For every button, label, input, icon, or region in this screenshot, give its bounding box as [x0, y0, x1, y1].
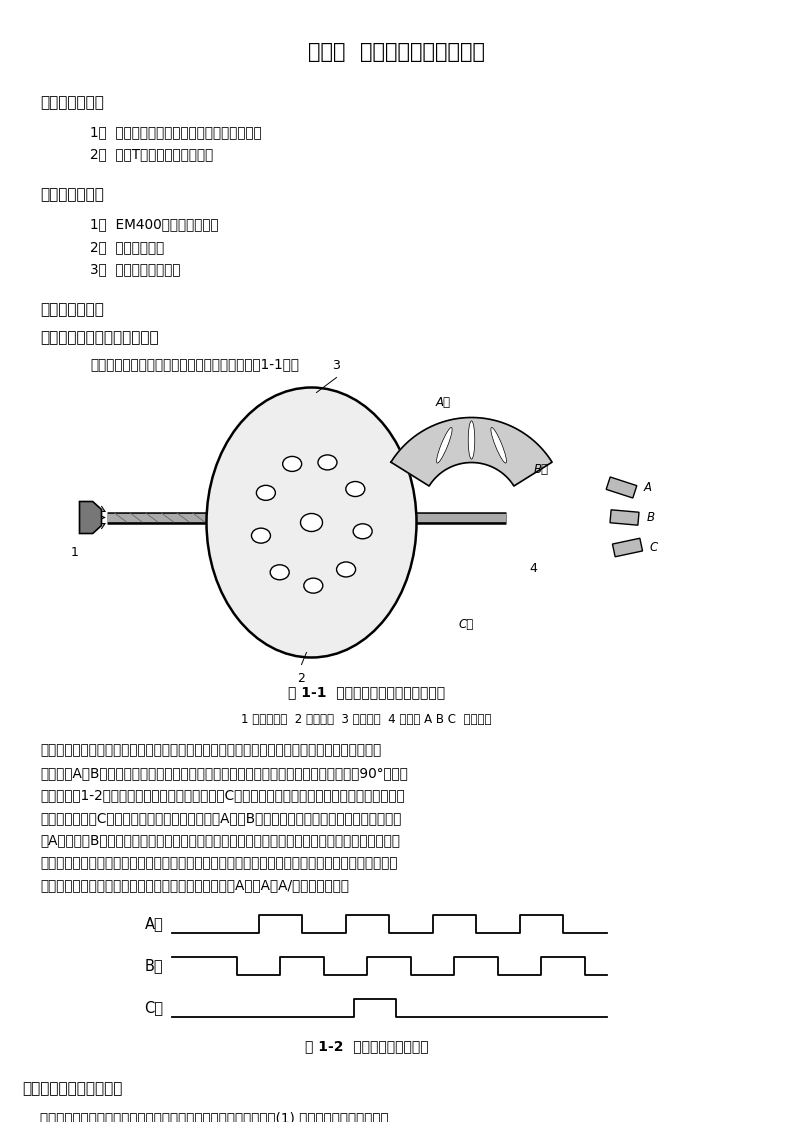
Ellipse shape	[304, 578, 323, 594]
Text: 信号，如图1-2所示。轴每转动一圈，只产生一个C相脉冲，用做参考零位的标志脉冲，在数控机床: 信号，如图1-2所示。轴每转动一圈，只产生一个C相脉冲，用做参考零位的标志脉冲，…	[40, 789, 404, 802]
Text: A相: A相	[145, 917, 163, 931]
Ellipse shape	[206, 387, 416, 657]
Text: 若A相超前于B相，对应电机作正向运动；反之，对应电机作反向运动。该方波的前沿或后沿产生的: 若A相超前于B相，对应电机作正向运动；反之，对应电机作反向运动。该方波的前沿或后…	[40, 834, 400, 847]
Text: 4: 4	[530, 562, 538, 576]
Text: 3、  双踪示波器一台。: 3、 双踪示波器一台。	[90, 263, 181, 276]
Ellipse shape	[282, 457, 301, 471]
Text: C相: C相	[144, 1001, 163, 1015]
Polygon shape	[610, 509, 639, 525]
Text: 的进给控制中，C相脉冲用来产生机床的基准点。A相和B相的相位差可用作电机的旋转方向判别，: 的进给控制中，C相脉冲用来产生机床的基准点。A相和B相的相位差可用作电机的旋转方…	[40, 811, 401, 825]
Polygon shape	[606, 477, 637, 498]
Text: C: C	[649, 541, 657, 554]
Text: 二、实验设备：: 二、实验设备：	[40, 187, 104, 202]
Ellipse shape	[251, 528, 270, 543]
Text: B相: B相	[534, 463, 549, 476]
Ellipse shape	[491, 427, 507, 463]
Text: 条纹，在A、B光敏元件上产生近似于正弦波的电流信号，经放大整形电路变成相位相差90°的方波: 条纹，在A、B光敏元件上产生近似于正弦波的电流信号，经放大整形电路变成相位相差9…	[40, 766, 408, 780]
Text: 3: 3	[332, 359, 340, 373]
Text: 1: 1	[71, 545, 79, 559]
Text: 1 发光二极管  2 光电圆盘  3 转盘缝隙  4 遮光板 A B C  光敏元件: 1 发光二极管 2 光电圆盘 3 转盘缝隙 4 遮光板 A B C 光敏元件	[241, 712, 492, 726]
Ellipse shape	[336, 562, 355, 577]
Text: （一）光电编码器的工作原理: （一）光电编码器的工作原理	[40, 331, 159, 346]
Text: 实验一  增量式码盘原理及应用: 实验一 增量式码盘原理及应用	[308, 42, 485, 62]
Ellipse shape	[270, 564, 289, 580]
Polygon shape	[612, 539, 642, 557]
Text: 1、  掌握光电编码器的工作原理与使用方法。: 1、 掌握光电编码器的工作原理与使用方法。	[90, 125, 262, 139]
Text: 2、  计算机一台。: 2、 计算机一台。	[90, 240, 164, 254]
Text: 2: 2	[297, 672, 305, 686]
Text: B相: B相	[145, 958, 163, 974]
Text: 在闭环伺服系统中，根据脉冲计数来测量转速的方法有以下三种：(1) 在规定时间内测量所产生: 在闭环伺服系统中，根据脉冲计数来测量转速的方法有以下三种：(1) 在规定时间内测…	[40, 1111, 389, 1122]
Text: 图 1-1  增量式光电编码器的工作原理: 图 1-1 增量式光电编码器的工作原理	[288, 686, 445, 699]
Text: 光电圆盘与被测轴连接，光线通过光电圆盘和遮光板的缝隙，在光电元件上形成明暗交替变化的: 光电圆盘与被测轴连接，光线通过光电圆盘和遮光板的缝隙，在光电元件上形成明暗交替变…	[40, 744, 381, 757]
Text: 以最常用的增量式光电编码器说明其原理（如图1-1）：: 以最常用的增量式光电编码器说明其原理（如图1-1）：	[90, 358, 299, 371]
Text: 一、实验目的：: 一、实验目的：	[40, 95, 104, 110]
Ellipse shape	[346, 481, 365, 497]
Polygon shape	[79, 502, 102, 533]
Text: A: A	[643, 481, 652, 494]
Text: 图 1-2  光电编码器输出波形: 图 1-2 光电编码器输出波形	[305, 1039, 428, 1054]
Text: C相: C相	[459, 617, 474, 631]
Ellipse shape	[437, 427, 452, 463]
Ellipse shape	[353, 524, 372, 539]
Text: 2、  掌握T法测速的基本原理。: 2、 掌握T法测速的基本原理。	[90, 147, 213, 162]
Text: 三、实验原理：: 三、实验原理：	[40, 303, 104, 318]
Text: A相: A相	[436, 396, 451, 410]
Ellipse shape	[256, 486, 275, 500]
Ellipse shape	[301, 514, 323, 532]
Ellipse shape	[468, 421, 475, 459]
Ellipse shape	[318, 454, 337, 470]
Text: 1、  EM400教学设备一台。: 1、 EM400教学设备一台。	[90, 218, 219, 231]
Text: B: B	[646, 511, 654, 524]
Text: 传输能力和抗干扰能力，每一相都以差分形式输出，如A相有A和A/一起差动输出。: 传输能力和抗干扰能力，每一相都以差分形式输出，如A相有A和A/一起差动输出。	[40, 879, 349, 892]
Polygon shape	[391, 417, 552, 486]
Text: （二）编码器测速原理：: （二）编码器测速原理：	[22, 1080, 122, 1096]
Text: 计数脉冲，可以形成代表正向和反向位置的脉冲序列。此外，在实际应用中，为了提高编码器信号的: 计数脉冲，可以形成代表正向和反向位置的脉冲序列。此外，在实际应用中，为了提高编码…	[40, 856, 397, 870]
